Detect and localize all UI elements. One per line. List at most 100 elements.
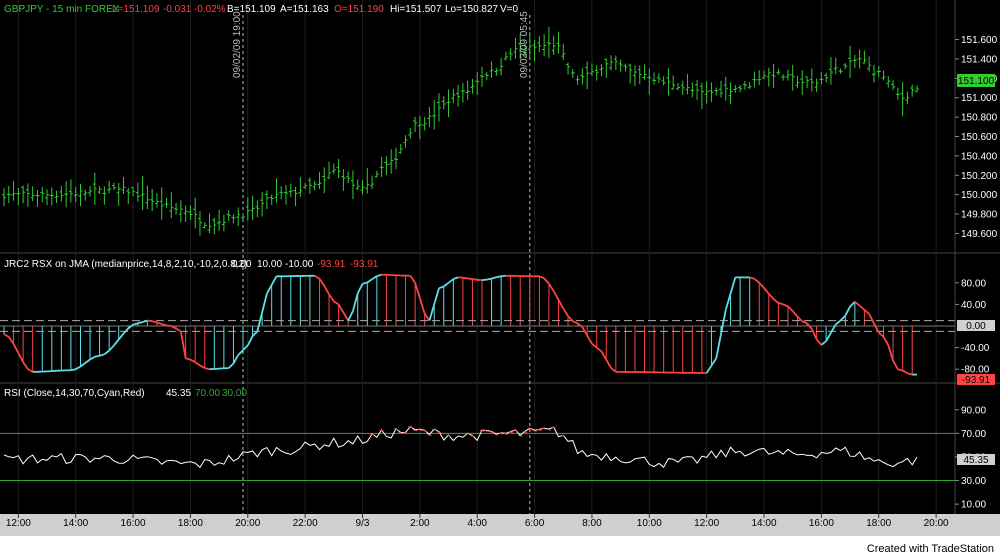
rsx-outline-segment: [27, 368, 34, 373]
ohlc-bar: [54, 190, 59, 203]
rsx-outline-segment: [863, 309, 870, 315]
rsi-last-box: [957, 454, 995, 465]
ohlc-bar: [566, 62, 571, 75]
rsx-outline-segment: [151, 320, 158, 324]
rsx-outline-segment: [801, 320, 808, 325]
rsx-outline-segment: [246, 335, 254, 346]
rsx-outline-segment: [79, 362, 86, 368]
ohlc-bar: [757, 70, 762, 86]
ohlc-bar: [217, 209, 222, 232]
rsx-outline-segment: [127, 323, 134, 330]
rsx-outline-segment: [854, 301, 861, 307]
ohlc-bar: [403, 135, 408, 148]
ohlc-bar: [828, 57, 833, 85]
ohlc-bar: [274, 178, 279, 203]
rsx-outline-segment: [270, 275, 278, 286]
rsx-outline-segment: [758, 282, 765, 289]
rsx-last-value: -93.91: [962, 375, 991, 386]
rsx-outline-segment: [376, 273, 382, 277]
ohlc-bar: [862, 50, 867, 64]
ohlc-bar: [64, 181, 69, 208]
ohlc-bar: [374, 170, 379, 178]
ohlc-bar: [432, 99, 437, 130]
rsx-outline-segment: [897, 368, 903, 372]
rsx-outline-segment: [204, 367, 210, 371]
ohlc-bar: [126, 187, 131, 204]
ohlc-bar: [843, 63, 848, 70]
rsx-outline-segment: [820, 340, 827, 346]
rsx-outline-segment: [839, 315, 846, 322]
ohlc-bar: [714, 87, 719, 96]
rsx-outline-segment: [142, 319, 148, 323]
ohlc-bar: [881, 70, 886, 81]
ohlc-bar: [279, 186, 284, 200]
rsx-outline-segment: [778, 302, 784, 306]
rsx-outline-segment: [3, 333, 10, 338]
time-label-4: 20:00: [235, 518, 260, 529]
ohlc-bar: [446, 89, 451, 118]
ohlc-bar: [169, 192, 174, 219]
session-label-0: 09/02/09 19:00: [232, 11, 243, 78]
ohlc-bar: [293, 186, 298, 207]
ohlc-bar: [905, 91, 910, 105]
rsx-tick-label-3: -40.00: [961, 343, 990, 354]
rsx-outline-segment: [122, 327, 129, 335]
ohlc-bar: [284, 184, 289, 205]
ohlc-bar: [886, 76, 891, 88]
rsx-outline-segment: [581, 326, 588, 336]
ohlc-bar: [21, 185, 26, 204]
rsx-outline-segment: [787, 305, 794, 312]
rsx-outline-segment: [882, 336, 890, 346]
price-tick-label-5: 150.600: [961, 132, 998, 143]
rsx-outline-segment: [328, 293, 335, 302]
ohlc-bar: [92, 172, 97, 205]
ohlc-bar: [652, 72, 657, 85]
ohlc-bar: [25, 183, 30, 207]
rsi-line: [3, 426, 918, 469]
open-price: O=151.190: [334, 4, 384, 15]
ohlc-bar: [599, 64, 604, 77]
price-tick-label-10: 149.600: [961, 229, 998, 240]
rsx-outline-segment: [161, 323, 167, 327]
rsx-outline-segment: [318, 278, 326, 287]
rsx-outline-segment: [610, 367, 617, 373]
ohlc-bar: [331, 163, 336, 175]
ohlc-bar: [785, 69, 790, 81]
ohlc-bar: [202, 222, 207, 229]
ohlc-bar: [379, 156, 384, 178]
ohlc-bar: [690, 82, 695, 98]
ohlc-bar: [327, 161, 332, 180]
ohlc-bar: [871, 64, 876, 83]
time-label-1: 14:00: [63, 518, 88, 529]
ohlc-bar: [503, 51, 508, 61]
ohlc-bar: [312, 180, 317, 191]
rsx-outline-segment: [371, 275, 378, 281]
rsx-outline-segment: [323, 285, 330, 295]
rsx-outline-segment: [796, 316, 803, 322]
time-label-16: 20:00: [924, 518, 949, 529]
ohlc-bar: [269, 194, 274, 205]
rsx-label: JRC2 RSX on JMA (medianprice,14,8,2,10,-…: [4, 259, 247, 270]
ohlc-bar: [685, 74, 690, 95]
ohlc-bar: [360, 180, 365, 195]
ohlc-bar: [102, 186, 107, 205]
time-label-15: 18:00: [866, 518, 891, 529]
rsx-outline-segment: [170, 325, 177, 330]
ohlc-bar: [819, 72, 824, 85]
rsx-outline-segment: [352, 293, 359, 312]
ohlc-bar: [738, 85, 743, 93]
ohlc-bar: [427, 107, 432, 127]
rsx-outline-segment: [773, 298, 779, 304]
ohlc-bar: [370, 175, 375, 190]
rsx-outline-segment: [539, 275, 545, 280]
ohlc-bar: [752, 71, 757, 88]
rsx-outline-segment: [199, 364, 206, 369]
ohlc-bar: [231, 214, 236, 224]
time-label-8: 4:00: [467, 518, 487, 529]
ohlc-bar: [408, 128, 413, 139]
price-tick-label-1: 151.400: [961, 54, 998, 65]
ohlc-bar: [164, 197, 169, 208]
rsx-zero-box: [957, 320, 995, 331]
ohlc-bar: [73, 187, 78, 203]
